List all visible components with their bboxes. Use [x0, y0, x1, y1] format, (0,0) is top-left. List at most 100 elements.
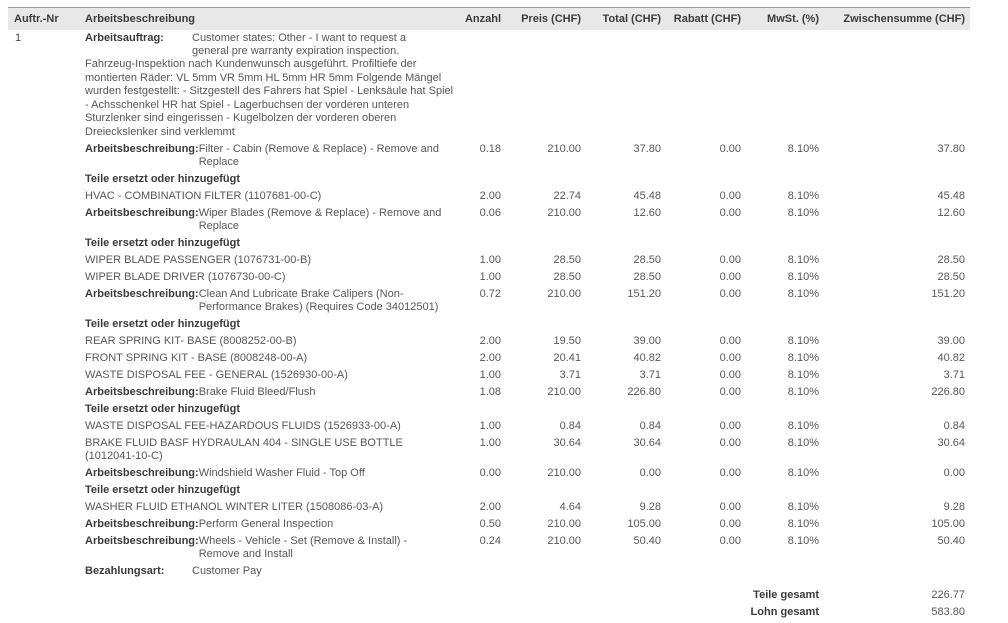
qty-cell: 0.50 — [479, 518, 501, 530]
discount-cell: 0.00 — [719, 288, 741, 300]
description-text: Wiper Blades (Remove & Replace) - Remove… — [198, 207, 442, 232]
labor-row: Arbeitsbeschreibung: Filter - Cabin (Remo… — [8, 141, 970, 171]
vat-cell — [753, 401, 831, 418]
price-cell: 3.71 — [559, 369, 581, 381]
price-cell: 210.00 — [547, 535, 581, 547]
order-number-cell — [8, 563, 76, 580]
price-cell — [513, 482, 593, 499]
discount-cell: 0.00 — [719, 207, 741, 219]
vat-cell: 8.10% — [787, 386, 819, 398]
price-cell: 210.00 — [547, 518, 581, 530]
labor-row: Arbeitsbeschreibung: Windshield Washer Fl… — [8, 465, 970, 482]
price-cell: 30.64 — [553, 437, 581, 449]
description-text: Filter - Cabin (Remove & Replace) - Remo… — [198, 143, 439, 168]
parts-section-label: Teile ersetzt oder hinzugefügt — [85, 484, 241, 496]
subtotal-cell — [831, 563, 970, 580]
subtotal-cell: 12.60 — [937, 207, 965, 219]
description-cell: Arbeitsbeschreibung: Perform General Insp… — [76, 516, 461, 533]
order-number-cell — [8, 435, 76, 465]
subtotal-cell: 3.71 — [943, 369, 965, 381]
description-cell: WIPER BLADE DRIVER (1076730-00-C) — [76, 269, 461, 286]
subtotal-cell — [831, 30, 970, 141]
order-number-cell — [8, 465, 76, 482]
description-text: Perform General Inspection — [198, 518, 334, 530]
description-cell: Teile ersetzt oder hinzugefügt — [76, 482, 461, 499]
discount-cell — [673, 563, 753, 580]
order-number-cell — [8, 367, 76, 384]
total-cell: 30.64 — [633, 437, 661, 449]
subtotal-cell: 39.00 — [937, 335, 965, 347]
vat-cell — [753, 235, 831, 252]
description-label: Arbeitsbeschreibung: — [85, 467, 199, 479]
total-cell: 50.40 — [633, 535, 661, 547]
total-cell: 37.80 — [633, 143, 661, 155]
qty-cell: 2.00 — [479, 501, 501, 513]
discount-cell — [673, 30, 753, 141]
subtotal-cell: 37.80 — [937, 143, 965, 155]
total-cell — [593, 563, 673, 580]
total-cell: 0.00 — [639, 467, 661, 479]
description-cell: HVAC - COMBINATION FILTER (1107681-00-C) — [76, 188, 461, 205]
price-cell: 20.41 — [553, 352, 581, 364]
qty-cell: 1.00 — [479, 420, 501, 432]
description-label: Arbeitsbeschreibung: — [85, 535, 199, 547]
description-cell: BRAKE FLUID BASF HYDRAULAN 404 - SINGLE … — [76, 435, 461, 465]
price-cell: 28.50 — [553, 271, 581, 283]
total-cell: 226.80 — [627, 386, 661, 398]
description-label: Bezahlungsart: — [85, 565, 165, 577]
description-label: Arbeitsbeschreibung: — [85, 207, 199, 219]
part-name: BRAKE FLUID BASF HYDRAULAN 404 - SINGLE … — [85, 437, 403, 462]
labor-row: Arbeitsbeschreibung: Wiper Blades (Remove… — [8, 205, 970, 235]
discount-cell: 0.00 — [719, 437, 741, 449]
vat-cell: 8.10% — [787, 501, 819, 513]
price-cell: 19.50 — [553, 335, 581, 347]
order-number-cell — [8, 516, 76, 533]
description-cell: Arbeitsbeschreibung: Wheels - Vehicle - S… — [76, 533, 461, 563]
section-row: Teile ersetzt oder hinzugefügt — [8, 482, 970, 499]
subtotal-cell — [831, 482, 970, 499]
payment-row: Bezahlungsart: Customer Pay — [8, 563, 970, 580]
total-cell: 105.00 — [627, 518, 661, 530]
price-cell: 22.74 — [553, 190, 581, 202]
workorder-row: 1 Arbeitsauftrag: Customer states: Other -… — [8, 30, 970, 141]
description-cell: Arbeitsbeschreibung: Wiper Blades (Remove… — [76, 205, 461, 235]
description-cell: FRONT SPRING KIT - BASE (8008248-00-A) — [76, 350, 461, 367]
subtotal-cell: 151.20 — [931, 288, 965, 300]
discount-cell — [673, 401, 753, 418]
total-cell — [593, 482, 673, 499]
description-cell: Teile ersetzt oder hinzugefügt — [76, 235, 461, 252]
qty-cell: 1.08 — [479, 386, 501, 398]
totals-label: Lohn gesamt — [750, 606, 819, 618]
description-cell: WIPER BLADE PASSENGER (1076731-00-B) — [76, 252, 461, 269]
order-number-cell — [8, 384, 76, 401]
vat-cell: 8.10% — [787, 535, 819, 547]
vat-cell: 8.10% — [787, 190, 819, 202]
vat-cell — [753, 482, 831, 499]
price-cell: 4.64 — [559, 501, 581, 513]
qty-cell: 0.24 — [479, 535, 501, 547]
order-number-cell: 1 — [15, 32, 22, 44]
description-cell: Teile ersetzt oder hinzugefügt — [76, 401, 461, 418]
subtotal-cell — [831, 171, 970, 188]
labor-row: Arbeitsbeschreibung: Clean And Lubricate … — [8, 286, 970, 316]
qty-cell: 1.00 — [479, 254, 501, 266]
header-row: Auftr.-Nr Arbeitsbeschreibung Anzahl Preis … — [8, 7, 970, 30]
order-number-cell — [8, 188, 76, 205]
totals-row: Teile gesamt 226.77 — [8, 587, 970, 604]
subtotal-cell: 9.28 — [943, 501, 965, 513]
order-number-cell — [8, 141, 76, 171]
discount-cell — [673, 482, 753, 499]
description-label: Arbeitsbeschreibung: — [85, 288, 199, 300]
column-header-total: Total (CHF) — [593, 7, 673, 30]
qty-cell: 0.00 — [479, 467, 501, 479]
part-name: WASHER FLUID ETHANOL WINTER LITER (15080… — [85, 501, 384, 513]
vat-cell: 8.10% — [787, 518, 819, 530]
total-cell: 151.20 — [627, 288, 661, 300]
discount-cell — [673, 171, 753, 188]
vat-cell — [753, 30, 831, 141]
vat-cell: 8.10% — [787, 352, 819, 364]
description-cell: WASTE DISPOSAL FEE - GENERAL (1526930-00… — [76, 367, 461, 384]
section-row: Teile ersetzt oder hinzugefügt — [8, 235, 970, 252]
qty-cell: 0.18 — [479, 143, 501, 155]
